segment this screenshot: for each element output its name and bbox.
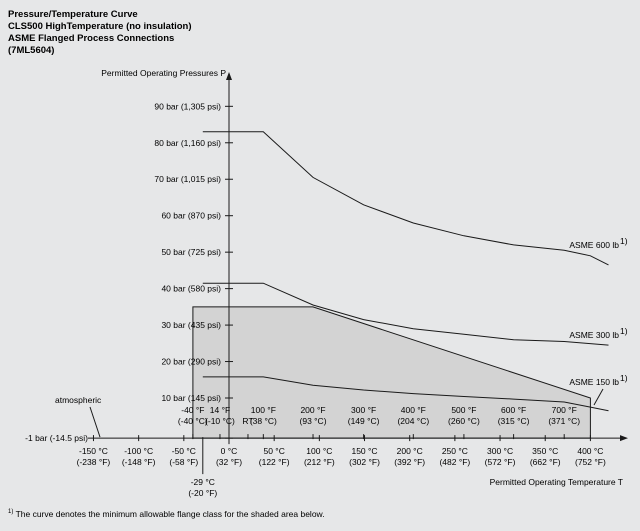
x-tick-label-f: (572 °F) [485,457,516,467]
series-label-2: ASME 150 lb [569,377,619,387]
x-tick-upper-label-c: (-40 °C) [178,416,208,426]
minus29-label-c: -29 °C [191,477,215,487]
footnote-text: The curve denotes the minimum allowable … [15,509,325,519]
x-tick-upper-label-c: (93 °C) [300,416,327,426]
x-tick-label-c: 300 °C [487,446,513,456]
x-tick-label-f: (122 °F) [259,457,290,467]
x-axis-title: Permitted Operating Temperature T [490,477,623,487]
x-tick-upper-label-c: (371 °C) [548,416,580,426]
series-label-sup-2: 1) [620,373,628,383]
x-tick-label-f: (662 °F) [530,457,561,467]
series-label-leader [593,388,604,406]
x-tick-label-c: 250 °C [442,446,468,456]
x-tick-label-c: 100 °C [306,446,332,456]
minus29-label-f: (-20 °F) [188,488,217,498]
x-tick-label-f: (482 °F) [439,457,470,467]
x-tick-upper-label-c: (149 °C) [348,416,380,426]
x-tick-upper-label-c: (260 °C) [448,416,480,426]
y-tick-label: 20 bar (290 psi) [161,357,221,367]
x-tick-label-f: (392 °F) [394,457,425,467]
footnote: 1) The curve denotes the minimum allowab… [8,509,325,519]
x-tick-label-c: -100 °C [124,446,153,456]
series-line-1 [202,282,609,346]
x-tick-upper-label-f: 14 °F [210,405,230,415]
y-tick-label: 90 bar (1,305 psi) [154,101,221,111]
y-axis-title: Permitted Operating Pressures P [101,68,226,78]
x-tick-upper-label-c: (38 °C) [250,416,277,426]
atmospheric-leader [89,406,101,438]
chart-header: Pressure/Temperature Curve CLS500 HighTe… [8,9,192,57]
x-tick-upper-label-f: 200 °F [300,405,325,415]
x-tick-upper-label-c: (-10 °C) [205,416,235,426]
x-tick-label-c: 400 °C [577,446,603,456]
x-tick-upper-label-f: 100 °F [251,405,276,415]
rt-label: RT [242,416,253,426]
series-label-0: ASME 600 lb [569,240,619,250]
x-tick-label-f: (32 °F) [216,457,242,467]
x-tick-upper-label-f: 400 °F [401,405,426,415]
y-tick-label: -1 bar (-14.5 psi) [25,433,88,443]
x-tick-label-c: 200 °C [397,446,423,456]
x-tick-label-c: 0 °C [221,446,238,456]
x-tick-upper-label-f: 600 °F [501,405,526,415]
x-tick-upper-label-f: 300 °F [351,405,376,415]
header-title: Pressure/Temperature Curve [8,9,138,20]
x-tick-label-f: (302 °F) [349,457,380,467]
series-line-2 [202,376,609,412]
y-tick-label: 60 bar (870 psi) [161,211,221,221]
x-tick-upper-label-c: (204 °C) [397,416,429,426]
x-tick-label-c: 150 °C [351,446,377,456]
x-tick-upper-label-c: (315 °C) [498,416,530,426]
header-subtitle: CLS500 HighTemperature (no insulation) [8,21,192,32]
header-connections: ASME Flanged Process Connections [8,33,175,44]
x-tick-label-c: 350 °C [532,446,558,456]
x-tick-upper-label-f: 700 °F [552,405,577,415]
y-tick-label: 30 bar (435 psi) [161,320,221,330]
y-tick-label: 50 bar (725 psi) [161,247,221,257]
series-label-1: ASME 300 lb [569,330,619,340]
footnote-marker: 1) [8,509,14,515]
x-tick-label-c: -50 °C [172,446,196,456]
x-tick-upper-label-f: -40 °F [181,405,204,415]
x-tick-label-f: (-58 °F) [169,457,198,467]
y-tick-label: 80 bar (1,160 psi) [154,138,221,148]
x-axis-arrow [620,435,628,442]
y-axis-arrow [226,72,232,80]
series-label-sup-0: 1) [620,236,628,246]
series-line-0 [202,131,609,266]
x-tick-label-f: (212 °F) [304,457,335,467]
x-tick-label-f: (-148 °F) [122,457,156,467]
series-label-sup-1: 1) [620,326,628,336]
y-tick-label: 10 bar (145 psi) [161,393,221,403]
x-tick-label-c: 50 °C [263,446,284,456]
y-tick-label: 40 bar (580 psi) [161,284,221,294]
x-tick-label-f: (752 °F) [575,457,606,467]
header-model: (7ML5604) [8,45,55,56]
x-tick-upper-label-f: 500 °F [451,405,476,415]
atmospheric-label: atmospheric [55,395,102,405]
x-tick-label-c: -150 °C [79,446,108,456]
x-tick-label-f: (-238 °F) [77,457,111,467]
y-tick-label: 70 bar (1,015 psi) [154,174,221,184]
